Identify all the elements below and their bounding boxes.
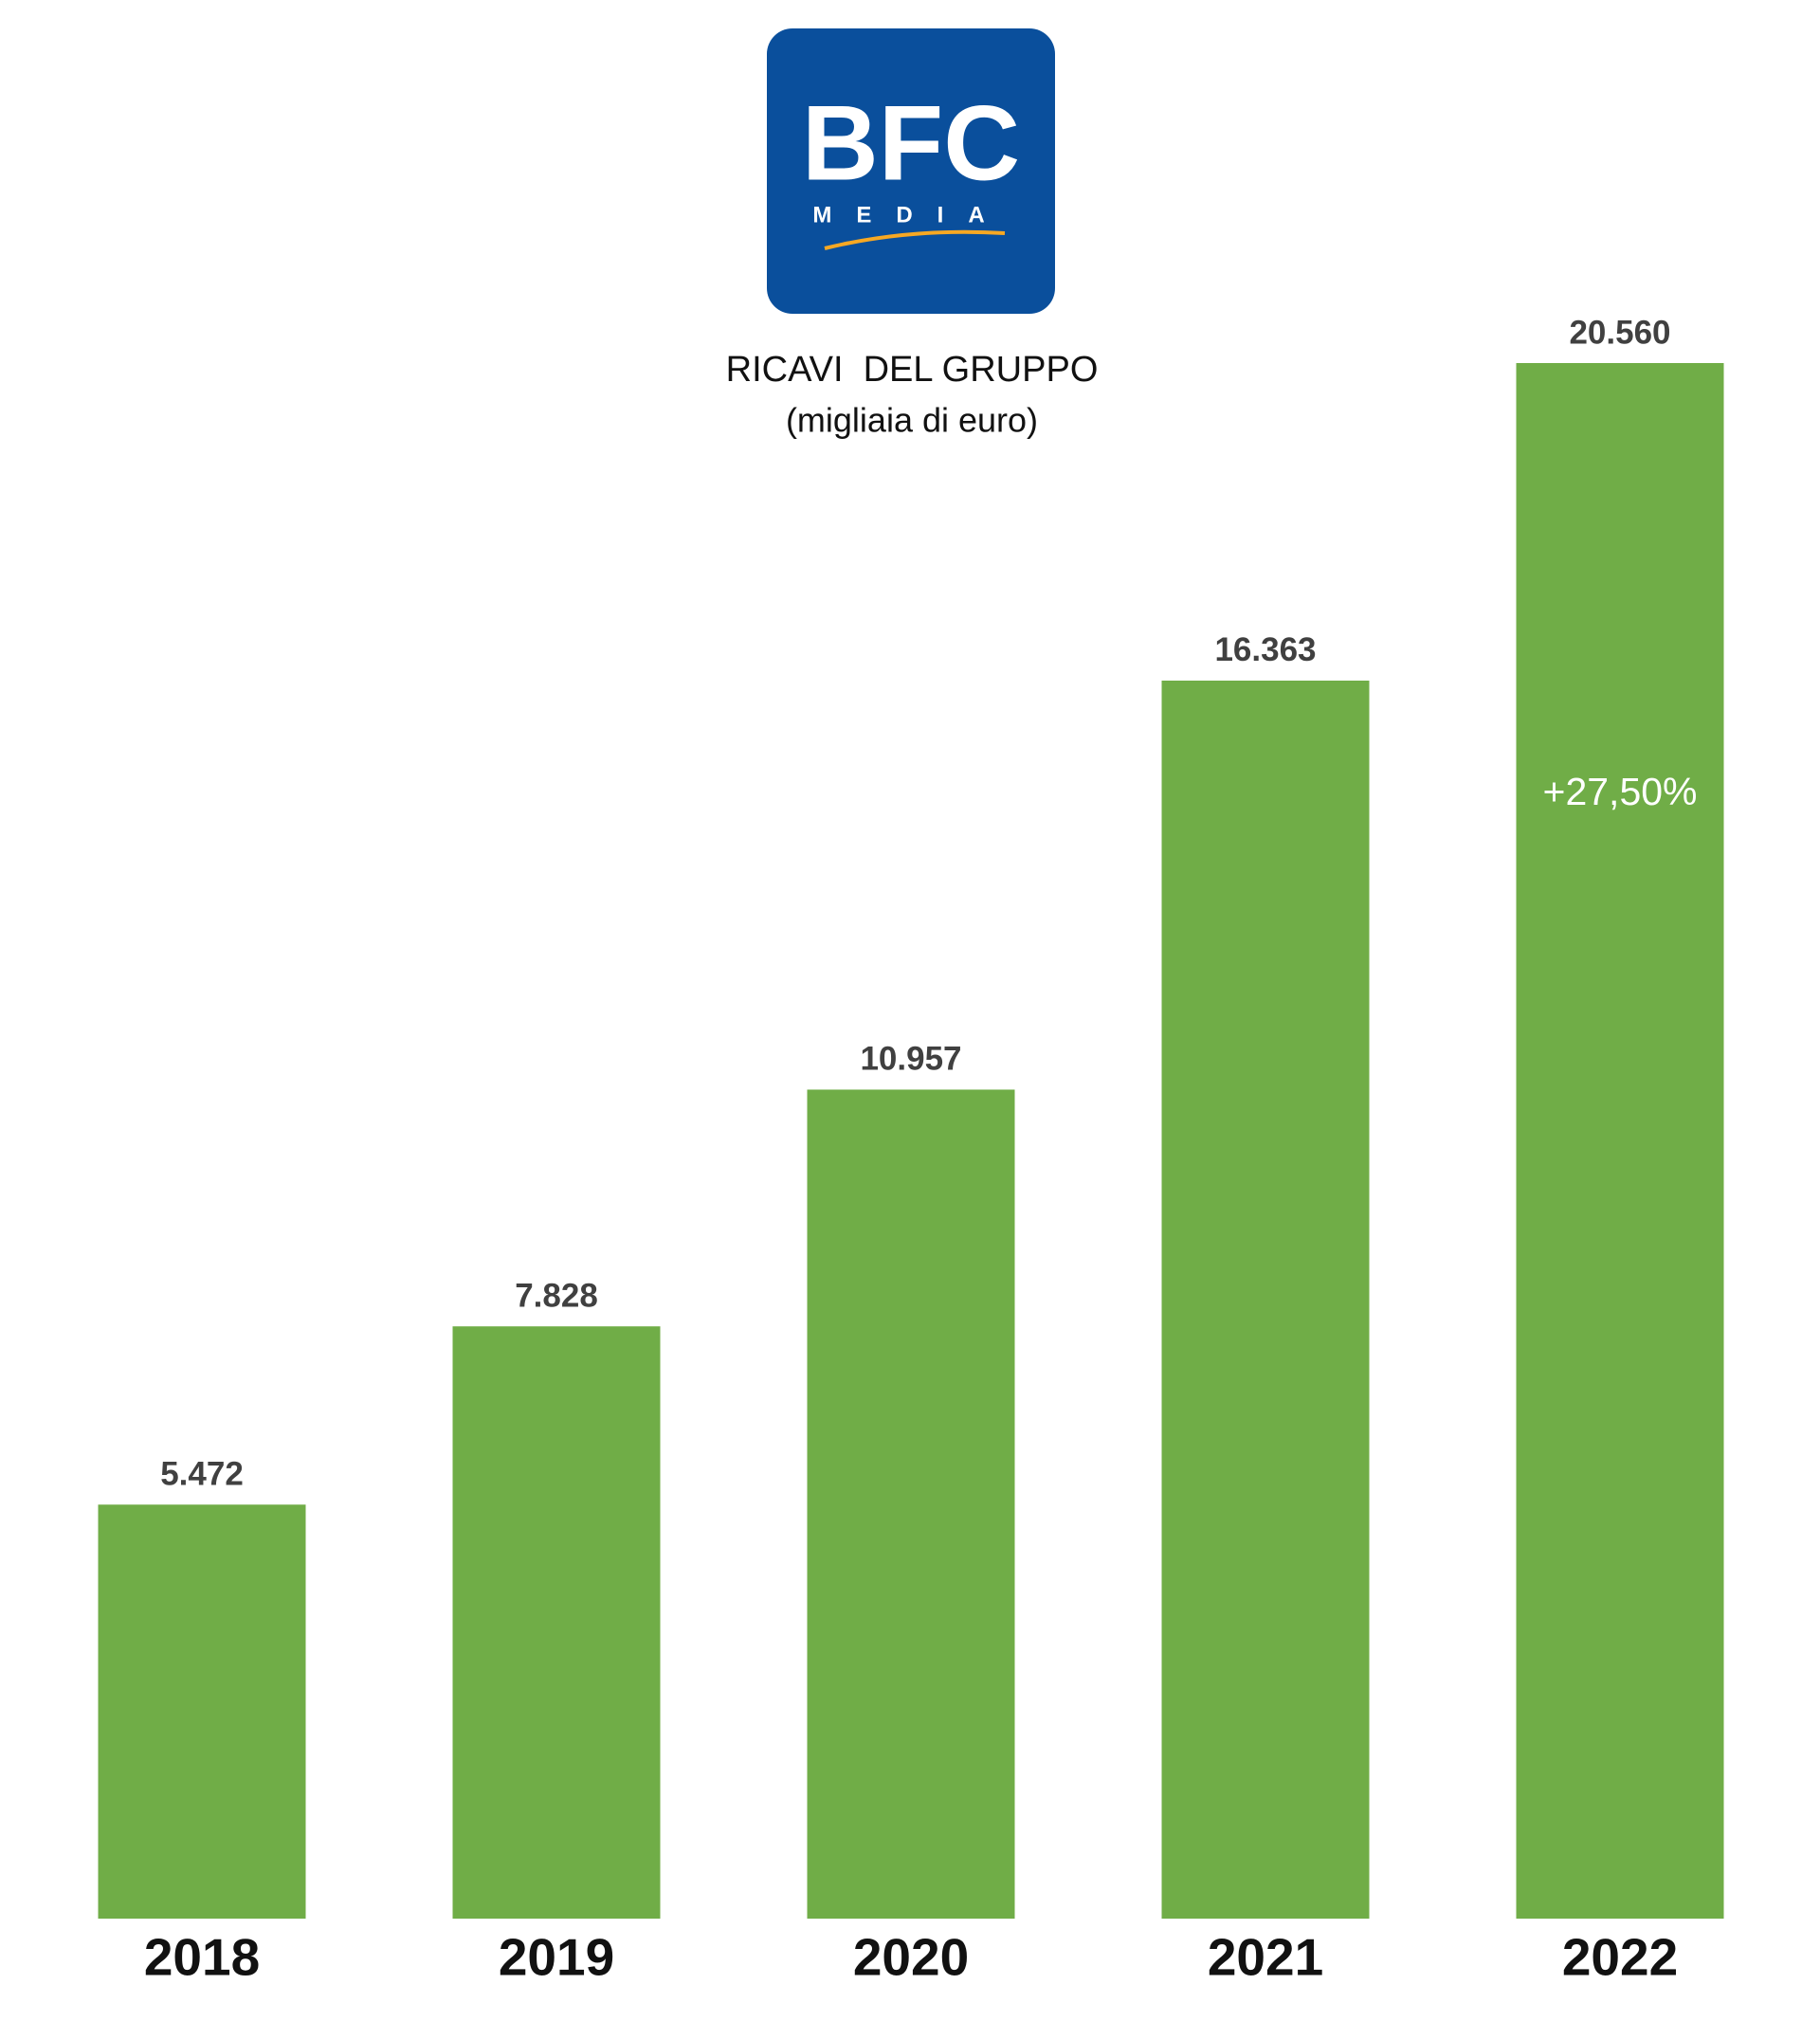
bar — [1161, 680, 1370, 1919]
logo-box — [767, 28, 1055, 314]
x-tick-label: 2020 — [853, 1928, 969, 1987]
value-label: 20.560 — [1569, 314, 1670, 351]
annotation: +27,50% — [1543, 770, 1698, 813]
chart-subtitle: (migliaia di euro) — [786, 401, 1038, 440]
value-label: 5.472 — [160, 1456, 244, 1493]
logo-text: BFC — [802, 84, 1020, 203]
value-label: 10.957 — [860, 1041, 961, 1078]
x-tick-label: 2019 — [499, 1928, 614, 1987]
chart-title: RICAVI DEL GRUPPO — [726, 350, 1099, 390]
value-label: 7.828 — [515, 1277, 598, 1314]
bar — [1516, 363, 1724, 1919]
value-label: 16.363 — [1214, 631, 1316, 668]
x-tick-label: 2021 — [1208, 1928, 1323, 1987]
bar — [807, 1089, 1015, 1919]
x-tick-label: 2022 — [1562, 1928, 1678, 1987]
bar — [452, 1326, 661, 1919]
x-tick-label: 2018 — [144, 1928, 260, 1987]
logo-subtext: MEDIA — [812, 202, 1009, 228]
logo-swoosh — [824, 229, 1006, 250]
bar — [98, 1504, 306, 1919]
